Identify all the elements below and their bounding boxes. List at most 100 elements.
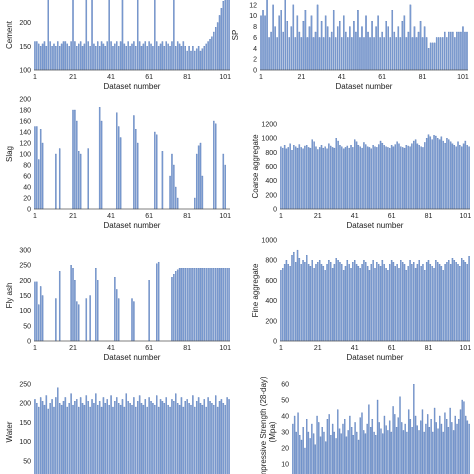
bar: [302, 20, 305, 71]
bar: [161, 151, 164, 210]
bar: [459, 409, 462, 474]
bar: [366, 146, 369, 210]
bar: [312, 37, 315, 71]
bar: [440, 423, 443, 474]
bar: [205, 43, 207, 71]
bar: [389, 264, 391, 342]
x-tick-label: 61: [145, 345, 153, 352]
bar: [184, 268, 187, 342]
bar: [97, 280, 99, 342]
bar: [58, 148, 61, 210]
bar: [119, 41, 122, 71]
bar: [226, 268, 228, 342]
bar: [328, 37, 331, 71]
bar: [131, 298, 133, 342]
x-axis-title: Dataset number: [104, 221, 161, 230]
bar: [296, 147, 299, 210]
bar: [169, 46, 171, 71]
panel-4: 0 200 400 600 800 1000 1200 1 21 41 61 81 101 Dataset…: [251, 122, 471, 231]
y-tick-label: 180: [19, 108, 31, 115]
y-tick-label: 400: [265, 298, 277, 305]
bar: [78, 304, 80, 342]
bar: [138, 395, 141, 474]
bar: [387, 147, 389, 210]
bar: [459, 266, 461, 342]
bar: [97, 41, 99, 71]
bar: [100, 120, 103, 210]
bar: [446, 37, 448, 71]
y-tick-label: 100: [19, 439, 31, 446]
bar: [326, 148, 328, 210]
y-tick-label: 160: [19, 119, 31, 126]
y-tick-label: 20: [23, 196, 31, 203]
bar: [449, 141, 452, 210]
bar: [190, 50, 192, 71]
bar: [427, 134, 430, 210]
bar: [344, 147, 347, 210]
bar: [135, 129, 137, 210]
bar: [49, 403, 51, 474]
bar: [354, 260, 356, 342]
bar: [209, 38, 211, 71]
bar: [394, 144, 396, 210]
bar: [36, 281, 38, 342]
bar: [175, 393, 177, 474]
bar: [381, 142, 384, 210]
bar: [413, 262, 415, 342]
bar: [216, 22, 219, 71]
bar: [173, 164, 175, 210]
x-tick-label: 41: [107, 213, 115, 220]
bar: [203, 46, 206, 71]
y-tick-label: 50: [281, 398, 289, 405]
bar: [102, 43, 105, 71]
bar: [43, 41, 46, 71]
bar: [112, 46, 114, 71]
bar: [407, 145, 409, 210]
bar: [365, 144, 367, 210]
bar: [72, 268, 74, 342]
bar: [359, 37, 361, 71]
bar: [38, 159, 40, 210]
bar: [406, 431, 408, 474]
bar: [41, 142, 44, 210]
bars: [260, 0, 468, 71]
bar: [457, 264, 459, 342]
bar: [93, 403, 95, 474]
bar: [224, 0, 226, 71]
bar: [123, 406, 126, 474]
y-axis-title: Fine aggregate: [251, 263, 260, 317]
bar: [192, 395, 194, 474]
bar: [464, 262, 467, 342]
bar: [133, 41, 135, 71]
bar: [392, 262, 395, 342]
bar: [98, 401, 101, 474]
bar: [104, 46, 107, 71]
bar: [350, 145, 352, 210]
bar: [442, 270, 444, 342]
bar: [201, 175, 204, 210]
bar: [167, 43, 169, 71]
bar: [180, 46, 183, 71]
bar: [453, 260, 456, 342]
bar: [100, 41, 103, 71]
bar: [317, 262, 319, 342]
bar: [121, 0, 124, 71]
bar: [98, 107, 101, 210]
bar: [314, 444, 316, 474]
y-tick-label: 250: [19, 263, 31, 270]
bar: [79, 41, 82, 71]
bar: [313, 268, 315, 342]
bar: [446, 138, 448, 210]
bar: [385, 268, 387, 342]
bar: [117, 126, 120, 210]
bar: [376, 399, 379, 474]
bar: [449, 264, 452, 342]
bar: [285, 148, 288, 210]
y-tick-label: 1000: [261, 136, 277, 143]
bar: [322, 147, 325, 210]
bar: [320, 145, 323, 210]
bar: [411, 427, 413, 474]
bar: [272, 4, 274, 71]
bar: [171, 277, 173, 342]
bar: [173, 274, 175, 342]
